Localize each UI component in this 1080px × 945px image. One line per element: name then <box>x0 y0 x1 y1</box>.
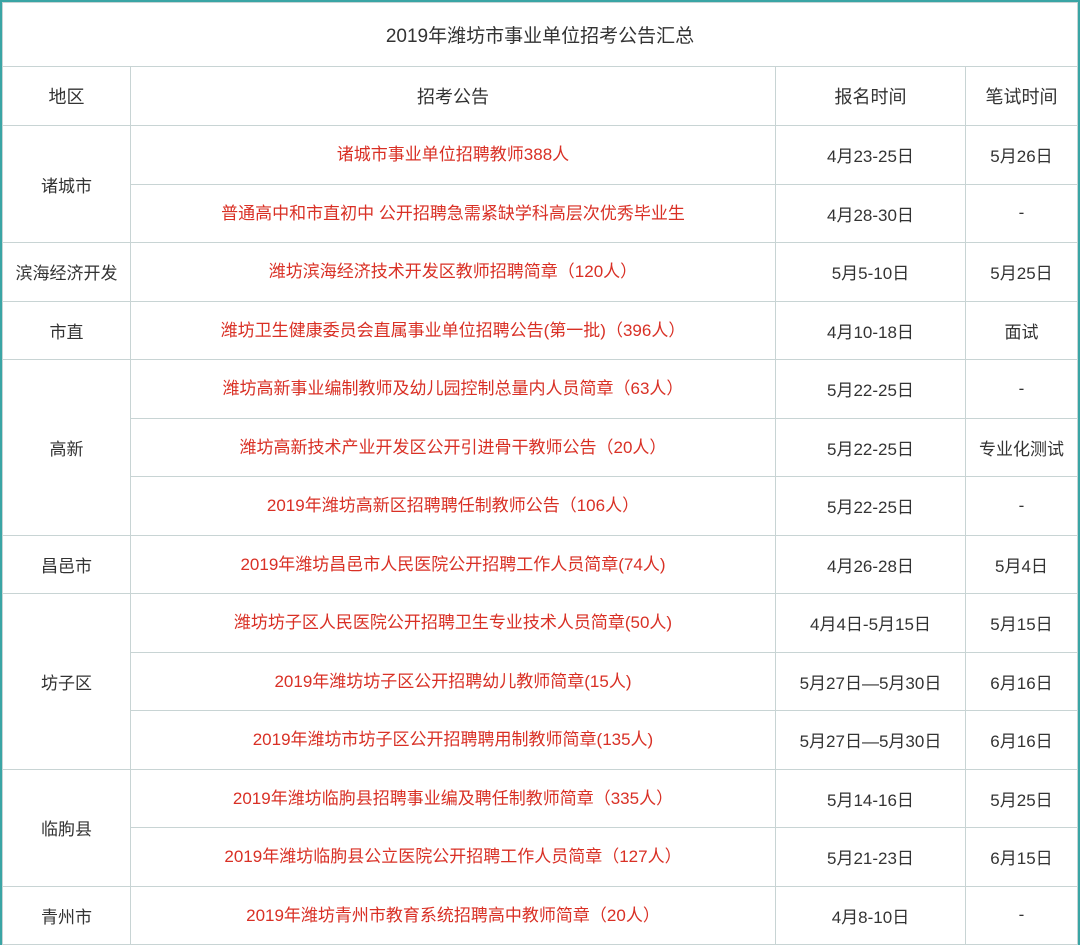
notice-cell: 潍坊坊子区人民医院公开招聘卫生专业技术人员简章(50人) <box>131 594 776 653</box>
reg-time-cell: 4月23-25日 <box>775 126 965 185</box>
exam-time-cell: - <box>965 477 1077 536</box>
exam-time-cell: - <box>965 360 1077 419</box>
table-row: 普通高中和市直初中 公开招聘急需紧缺学科高层次优秀毕业生4月28-30日- <box>3 184 1078 243</box>
notice-cell: 2019年潍坊坊子区公开招聘幼儿教师简章(15人) <box>131 652 776 711</box>
reg-time-cell: 5月21-23日 <box>775 828 965 887</box>
reg-time-cell: 5月27日—5月30日 <box>775 711 965 770</box>
notice-link[interactable]: 2019年潍坊市坊子区公开招聘聘用制教师简章(135人) <box>137 727 769 753</box>
table-row: 潍坊高新技术产业开发区公开引进骨干教师公告（20人）5月22-25日专业化测试 <box>3 418 1078 477</box>
reg-time-cell: 4月4日-5月15日 <box>775 594 965 653</box>
table-container: 2019年潍坊市事业单位招考公告汇总地区招考公告报名时间笔试时间诸城市诸城市事业… <box>0 0 1080 945</box>
header-examtime: 笔试时间 <box>965 67 1077 126</box>
table-row: 2019年潍坊坊子区公开招聘幼儿教师简章(15人)5月27日—5月30日6月16… <box>3 652 1078 711</box>
table-title: 2019年潍坊市事业单位招考公告汇总 <box>3 3 1078 67</box>
exam-time-cell: 5月4日 <box>965 535 1077 594</box>
table-row: 高新潍坊高新事业编制教师及幼儿园控制总量内人员简章（63人）5月22-25日- <box>3 360 1078 419</box>
header-regtime: 报名时间 <box>775 67 965 126</box>
notice-cell: 2019年潍坊昌邑市人民医院公开招聘工作人员简章(74人) <box>131 535 776 594</box>
reg-time-cell: 5月22-25日 <box>775 418 965 477</box>
table-row: 市直潍坊卫生健康委员会直属事业单位招聘公告(第一批)（396人）4月10-18日… <box>3 301 1078 360</box>
exam-time-cell: 5月25日 <box>965 243 1077 302</box>
reg-time-cell: 4月8-10日 <box>775 886 965 945</box>
region-cell: 市直 <box>3 301 131 360</box>
notice-cell: 2019年潍坊市坊子区公开招聘聘用制教师简章(135人) <box>131 711 776 770</box>
exam-time-cell: 专业化测试 <box>965 418 1077 477</box>
table-row: 诸城市诸城市事业单位招聘教师388人4月23-25日5月26日 <box>3 126 1078 185</box>
exam-time-cell: 6月16日 <box>965 711 1077 770</box>
region-cell: 坊子区 <box>3 594 131 770</box>
table-row: 昌邑市2019年潍坊昌邑市人民医院公开招聘工作人员简章(74人)4月26-28日… <box>3 535 1078 594</box>
table-row: 坊子区潍坊坊子区人民医院公开招聘卫生专业技术人员简章(50人)4月4日-5月15… <box>3 594 1078 653</box>
notice-link[interactable]: 潍坊卫生健康委员会直属事业单位招聘公告(第一批)（396人） <box>137 318 769 344</box>
notice-cell: 普通高中和市直初中 公开招聘急需紧缺学科高层次优秀毕业生 <box>131 184 776 243</box>
notice-cell: 潍坊滨海经济技术开发区教师招聘简章（120人） <box>131 243 776 302</box>
region-cell: 青州市 <box>3 886 131 945</box>
exam-time-cell: 6月16日 <box>965 652 1077 711</box>
table-row: 临朐县2019年潍坊临朐县招聘事业编及聘任制教师简章（335人）5月14-16日… <box>3 769 1078 828</box>
region-cell: 高新 <box>3 360 131 536</box>
region-cell: 临朐县 <box>3 769 131 886</box>
table-row: 青州市2019年潍坊青州市教育系统招聘高中教师简章（20人）4月8-10日- <box>3 886 1078 945</box>
region-cell: 昌邑市 <box>3 535 131 594</box>
exam-time-cell: 面试 <box>965 301 1077 360</box>
notice-link[interactable]: 2019年潍坊临朐县招聘事业编及聘任制教师简章（335人） <box>137 786 769 812</box>
exam-time-cell: 5月26日 <box>965 126 1077 185</box>
notice-link[interactable]: 2019年潍坊昌邑市人民医院公开招聘工作人员简章(74人) <box>137 552 769 578</box>
notice-link[interactable]: 2019年潍坊高新区招聘聘任制教师公告（106人） <box>137 493 769 519</box>
region-cell: 诸城市 <box>3 126 131 243</box>
notice-link[interactable]: 2019年潍坊坊子区公开招聘幼儿教师简章(15人) <box>137 669 769 695</box>
exam-time-cell: 6月15日 <box>965 828 1077 887</box>
reg-time-cell: 5月5-10日 <box>775 243 965 302</box>
reg-time-cell: 5月27日—5月30日 <box>775 652 965 711</box>
exam-time-cell: 5月25日 <box>965 769 1077 828</box>
exam-time-cell: - <box>965 886 1077 945</box>
notice-link[interactable]: 潍坊坊子区人民医院公开招聘卫生专业技术人员简章(50人) <box>137 610 769 636</box>
notice-cell: 2019年潍坊临朐县公立医院公开招聘工作人员简章（127人） <box>131 828 776 887</box>
reg-time-cell: 4月26-28日 <box>775 535 965 594</box>
recruitment-table: 2019年潍坊市事业单位招考公告汇总地区招考公告报名时间笔试时间诸城市诸城市事业… <box>2 2 1078 945</box>
notice-cell: 2019年潍坊临朐县招聘事业编及聘任制教师简章（335人） <box>131 769 776 828</box>
notice-cell: 2019年潍坊青州市教育系统招聘高中教师简章（20人） <box>131 886 776 945</box>
notice-cell: 潍坊高新事业编制教师及幼儿园控制总量内人员简章（63人） <box>131 360 776 419</box>
exam-time-cell: - <box>965 184 1077 243</box>
exam-time-cell: 5月15日 <box>965 594 1077 653</box>
notice-link[interactable]: 潍坊滨海经济技术开发区教师招聘简章（120人） <box>137 259 769 285</box>
table-row: 2019年潍坊临朐县公立医院公开招聘工作人员简章（127人）5月21-23日6月… <box>3 828 1078 887</box>
notice-link[interactable]: 潍坊高新技术产业开发区公开引进骨干教师公告（20人） <box>137 435 769 461</box>
notice-cell: 潍坊高新技术产业开发区公开引进骨干教师公告（20人） <box>131 418 776 477</box>
reg-time-cell: 4月10-18日 <box>775 301 965 360</box>
notice-cell: 诸城市事业单位招聘教师388人 <box>131 126 776 185</box>
table-row: 滨海经济开发潍坊滨海经济技术开发区教师招聘简章（120人）5月5-10日5月25… <box>3 243 1078 302</box>
table-row: 2019年潍坊高新区招聘聘任制教师公告（106人）5月22-25日- <box>3 477 1078 536</box>
notice-link[interactable]: 2019年潍坊青州市教育系统招聘高中教师简章（20人） <box>137 903 769 929</box>
reg-time-cell: 5月14-16日 <box>775 769 965 828</box>
header-region: 地区 <box>3 67 131 126</box>
notice-link[interactable]: 2019年潍坊临朐县公立医院公开招聘工作人员简章（127人） <box>137 844 769 870</box>
header-notice: 招考公告 <box>131 67 776 126</box>
region-cell: 滨海经济开发 <box>3 243 131 302</box>
reg-time-cell: 4月28-30日 <box>775 184 965 243</box>
reg-time-cell: 5月22-25日 <box>775 360 965 419</box>
notice-cell: 2019年潍坊高新区招聘聘任制教师公告（106人） <box>131 477 776 536</box>
notice-cell: 潍坊卫生健康委员会直属事业单位招聘公告(第一批)（396人） <box>131 301 776 360</box>
table-row: 2019年潍坊市坊子区公开招聘聘用制教师简章(135人)5月27日—5月30日6… <box>3 711 1078 770</box>
notice-link[interactable]: 诸城市事业单位招聘教师388人 <box>137 142 769 168</box>
notice-link[interactable]: 普通高中和市直初中 公开招聘急需紧缺学科高层次优秀毕业生 <box>137 201 769 227</box>
reg-time-cell: 5月22-25日 <box>775 477 965 536</box>
notice-link[interactable]: 潍坊高新事业编制教师及幼儿园控制总量内人员简章（63人） <box>137 376 769 402</box>
